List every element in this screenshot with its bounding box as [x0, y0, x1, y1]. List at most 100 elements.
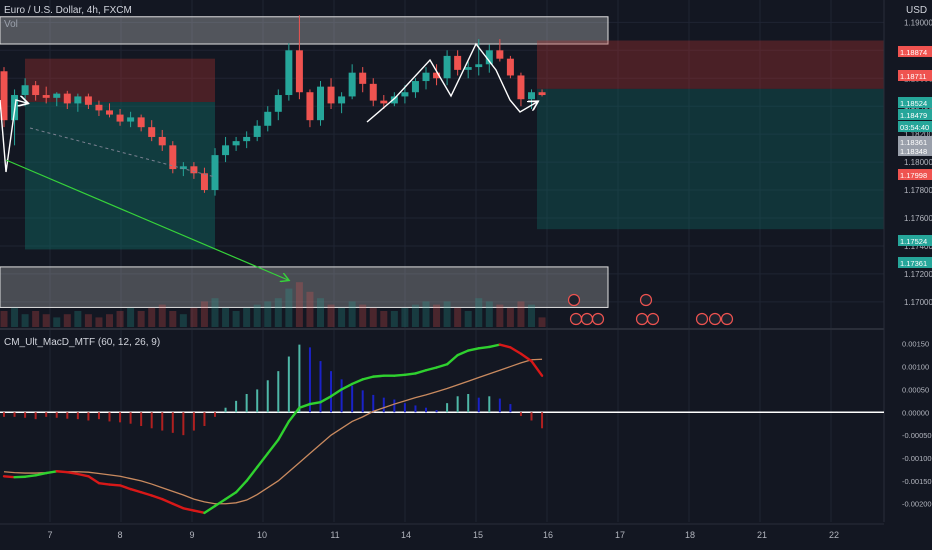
macd-line-segment: [34, 471, 48, 477]
macd-line-segment: [372, 374, 385, 378]
candle-body: [84, 96, 92, 105]
macd-line-segment: [488, 343, 502, 349]
macd-tick-label: 0.00100: [902, 363, 929, 372]
price-label: 1.18524: [900, 99, 927, 108]
zone-support-box: [0, 266, 609, 308]
symbol-title: Euro / U.S. Dollar, 4h, FXCM: [4, 5, 132, 16]
volume-bar: [433, 304, 441, 327]
volume-bar: [137, 311, 145, 327]
time-tick-label: 11: [330, 530, 339, 540]
macd-line-segment: [108, 483, 122, 487]
time-tick-label: 17: [615, 530, 625, 540]
volume-bar: [485, 301, 493, 327]
time-tick-label: 21: [757, 530, 767, 540]
macd-tick-label: -0.00150: [902, 477, 932, 486]
macd-line-segment: [435, 363, 449, 369]
time-tick-label: 7: [47, 530, 52, 540]
candle-body: [63, 93, 71, 104]
macd-line-segment: [467, 347, 480, 352]
price-label-box: [898, 70, 932, 81]
volume-bar: [243, 307, 251, 327]
price-tick-label: 1.17200: [904, 270, 932, 279]
candle-body: [21, 85, 29, 96]
macd-line-segment: [118, 484, 132, 491]
volume-bar: [390, 311, 398, 327]
macd-line-segment: [287, 406, 301, 423]
macd-line-segment: [530, 359, 544, 377]
price-tick-label: 1.18200: [904, 130, 932, 139]
candle-body: [443, 55, 451, 79]
candle-body: [74, 96, 82, 104]
price-label: 1.17524: [900, 237, 927, 246]
macd-line-segment: [308, 401, 322, 406]
macd-line-segment: [424, 366, 438, 372]
candle-body: [179, 166, 187, 170]
candle-body: [422, 72, 430, 82]
volume-bar: [295, 282, 303, 327]
volume-bar: [369, 307, 377, 327]
macd-tick-label: 0.00050: [902, 385, 929, 394]
event-marker: [591, 312, 605, 326]
price-label: 1.18348: [900, 147, 927, 156]
candle-body: [190, 166, 198, 174]
volume-bar: [274, 298, 282, 327]
event-marker: [635, 312, 649, 326]
volume-bar: [190, 307, 198, 327]
trend-dashed-line: [29, 127, 216, 178]
macd-line-segment: [129, 487, 143, 494]
macd-line-segment: [139, 491, 153, 497]
macd-line-segment: [266, 438, 280, 455]
volume-bar: [127, 307, 135, 327]
candle-body: [169, 145, 177, 170]
macd-line-segment: [2, 475, 16, 479]
macd-line-segment: [477, 345, 491, 350]
price-label: 1.18711: [900, 72, 927, 81]
time-tick-label: 9: [189, 530, 194, 540]
stop-zone-right: [537, 40, 884, 89]
volume-bar: [116, 311, 124, 327]
volume-bar: [232, 311, 240, 327]
macd-line-segment: [456, 349, 470, 357]
volume-bar: [169, 311, 177, 327]
candle-body: [0, 71, 8, 121]
macd-line-segment: [182, 507, 196, 512]
macd-line-segment: [403, 372, 417, 376]
candle-body: [475, 64, 483, 68]
candle-body: [401, 92, 409, 97]
candle-body: [232, 141, 240, 146]
volume-bar: [285, 288, 293, 327]
volume-bar: [538, 317, 546, 327]
candle-body: [327, 86, 335, 104]
volume-bar: [253, 304, 261, 327]
pattern-arrow-right: [366, 42, 537, 123]
volume-bar: [11, 307, 19, 327]
trend-arrow-green: [5, 159, 288, 280]
volume-bar: [359, 304, 367, 327]
macd-line-segment: [350, 378, 364, 386]
volume-bar: [528, 304, 535, 327]
time-tick-label: 18: [685, 530, 695, 540]
candle-body: [211, 155, 219, 191]
candle-body: [285, 50, 293, 96]
volume-bar: [148, 307, 156, 327]
volume-bar: [179, 314, 187, 327]
signal-line: [3, 358, 543, 505]
macd-tick-label: -0.00100: [902, 454, 932, 463]
candle-body: [106, 110, 113, 115]
macd-line-segment: [161, 497, 175, 505]
candle-body: [53, 93, 61, 98]
macd-line-segment: [519, 352, 533, 363]
price-label-box: [898, 169, 932, 180]
price-label: 1.18361: [900, 138, 927, 147]
target-zone-right: [537, 88, 884, 230]
event-marker: [646, 312, 660, 326]
candle-body: [95, 104, 103, 111]
macd-line-segment: [361, 375, 375, 381]
price-label: 1.18874: [900, 48, 927, 57]
time-tick-label: 10: [257, 530, 267, 540]
candle-body: [274, 95, 282, 112]
price-label: 1.17998: [900, 171, 927, 180]
volume-bar: [506, 307, 514, 327]
macd-line-segment: [150, 494, 164, 501]
